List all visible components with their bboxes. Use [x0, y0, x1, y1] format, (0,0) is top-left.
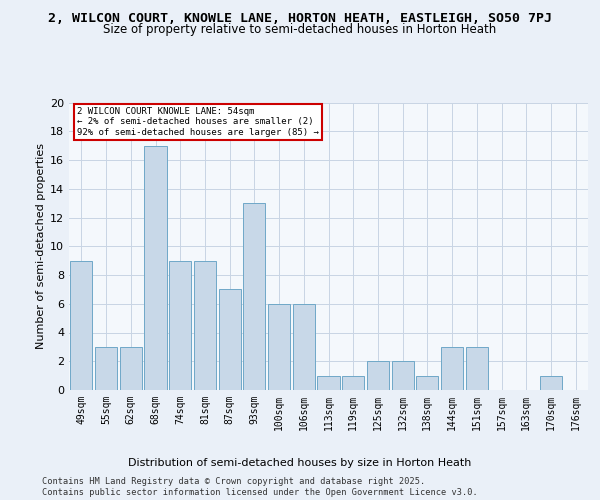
Bar [367, 361, 389, 390]
Bar [70, 260, 92, 390]
Text: 2, WILCON COURT, KNOWLE LANE, HORTON HEATH, EASTLEIGH, SO50 7PJ: 2, WILCON COURT, KNOWLE LANE, HORTON HEA… [48, 12, 552, 26]
Bar [145, 146, 167, 390]
Bar [95, 347, 117, 390]
Bar [194, 260, 216, 390]
Y-axis label: Number of semi-detached properties: Number of semi-detached properties [36, 143, 46, 350]
Bar [392, 361, 414, 390]
Text: Size of property relative to semi-detached houses in Horton Heath: Size of property relative to semi-detach… [103, 22, 497, 36]
Bar [268, 304, 290, 390]
Bar [169, 260, 191, 390]
Bar [540, 376, 562, 390]
Bar [441, 347, 463, 390]
Bar [342, 376, 364, 390]
Bar [416, 376, 439, 390]
Text: Contains HM Land Registry data © Crown copyright and database right 2025.
Contai: Contains HM Land Registry data © Crown c… [42, 478, 478, 497]
Bar [293, 304, 315, 390]
Text: Distribution of semi-detached houses by size in Horton Heath: Distribution of semi-detached houses by … [128, 458, 472, 468]
Bar [218, 290, 241, 390]
Bar [317, 376, 340, 390]
Bar [466, 347, 488, 390]
Text: 2 WILCON COURT KNOWLE LANE: 54sqm
← 2% of semi-detached houses are smaller (2)
9: 2 WILCON COURT KNOWLE LANE: 54sqm ← 2% o… [77, 107, 319, 136]
Bar [119, 347, 142, 390]
Bar [243, 203, 265, 390]
